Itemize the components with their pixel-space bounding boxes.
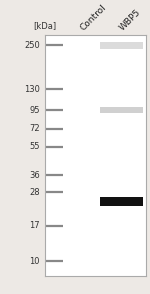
Text: 17: 17: [29, 221, 40, 230]
Text: 72: 72: [29, 124, 40, 133]
Text: WBP5: WBP5: [117, 8, 142, 33]
Text: 55: 55: [30, 142, 40, 151]
Text: 10: 10: [30, 257, 40, 266]
Text: 95: 95: [30, 106, 40, 115]
Text: Control: Control: [78, 3, 108, 33]
Text: [kDa]: [kDa]: [33, 21, 56, 31]
Text: 130: 130: [24, 85, 40, 94]
Text: 28: 28: [29, 188, 40, 197]
Text: 36: 36: [29, 171, 40, 180]
Bar: [100, 197, 144, 206]
Bar: [100, 107, 144, 113]
Bar: [100, 42, 144, 49]
Text: 250: 250: [24, 41, 40, 50]
